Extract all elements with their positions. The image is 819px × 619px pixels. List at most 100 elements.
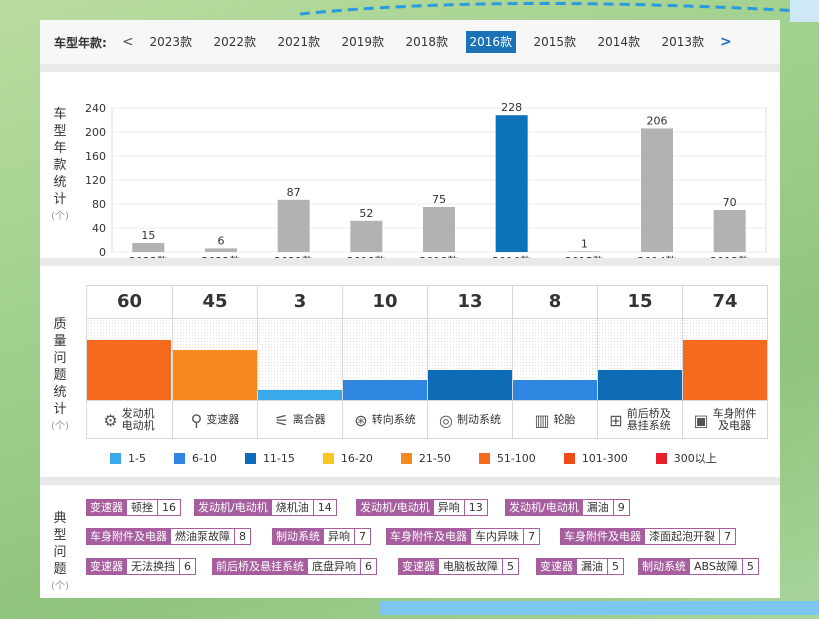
y-tick-label: 0 [99,246,106,258]
year-tab[interactable]: 2014款 [597,35,641,49]
quality-column[interactable]: 10 ⊛ 转向系统 [342,286,427,438]
year-tab[interactable]: 2016款 [465,31,516,53]
issue-tag[interactable]: 发动机/电动机 烧机油 14 [194,499,337,516]
year-tab[interactable]: 2019款 [341,35,385,49]
issue-category: 变速器 [87,559,126,574]
quality-category-label: 制动系统 [456,413,501,426]
side-label-char: 统 [53,175,67,190]
issue-count: 5 [607,559,623,574]
side-label-char: 问 [53,351,67,366]
quality-category-label: 车身附件 及电器 [712,407,757,432]
quality-column[interactable]: 60 ⚙ 发动机 电动机 [87,286,172,438]
quality-column[interactable]: 45 ⚲ 变速器 [172,286,257,438]
bar-value-label: 87 [287,186,301,199]
quality-bar-area [343,319,427,400]
side-label-char: 量 [53,334,67,349]
side-label-char: 问 [53,545,67,560]
quality-column[interactable]: 3 ⚟ 离合器 [257,286,342,438]
legend-item: 1-5 [110,450,146,466]
issue-tag[interactable]: 制动系统 ABS故障 5 [638,558,759,575]
legend-swatch [322,452,334,464]
bar-value-label: 70 [723,196,737,209]
side-label-char: 题 [53,562,67,577]
side-label-char: 型 [53,124,67,139]
legend-label: 300以上 [673,452,717,465]
issue-count: 14 [312,500,336,515]
year-tab[interactable]: 2022款 [213,35,257,49]
year-tab[interactable]: 2023款 [149,35,193,49]
legend-item: 51-100 [478,450,536,466]
side-label-char: 题 [53,368,67,383]
issue-tag[interactable]: 发动机/电动机 漏油 9 [505,499,630,516]
quality-column[interactable]: 8 ▥ 轮胎 [512,286,597,438]
quality-category: ⚙ 发动机 电动机 [87,400,171,439]
issue-tag[interactable]: 制动系统 异响 7 [272,528,371,545]
side-label-char: 计 [53,402,67,417]
quality-bar [87,340,171,400]
issue-tag[interactable]: 车身附件及电器 燃油泵故障 8 [86,528,251,545]
issue-count: 5 [741,559,758,574]
bar-value-label: 1 [581,237,588,250]
issue-count: 6 [179,559,195,574]
quality-category-label: 前后桥及 悬挂系统 [626,407,671,432]
issue-tag[interactable]: 车身附件及电器 漆面起泡开裂 7 [560,528,736,545]
quality-column[interactable]: 74 ▣ 车身附件 及电器 [682,286,767,438]
issue-category: 变速器 [399,559,438,574]
quality-count: 13 [428,286,512,319]
issue-category: 发动机/电动机 [506,500,582,515]
prev-arrow-icon[interactable]: < [121,34,134,50]
x-tick-label: 2016款 [492,254,531,258]
issue-tag[interactable]: 变速器 无法换挡 6 [86,558,196,575]
issue-count: 5 [502,559,518,574]
issue-tag[interactable]: 变速器 漏油 5 [536,558,624,575]
year-tab[interactable]: 2021款 [277,35,321,49]
legend-item: 21-50 [400,450,451,466]
next-arrow-icon[interactable]: > [719,34,732,50]
quality-count: 15 [598,286,682,319]
side-label-char: 统 [53,385,67,400]
issue-tag[interactable]: 变速器 电脑板故障 5 [398,558,519,575]
decorative-bottom-band [380,601,819,615]
x-tick-label: 2015款 [565,254,604,258]
divider [40,64,780,72]
issue-tag[interactable]: 前后桥及悬挂系统 底盘异响 6 [212,558,377,575]
tire-icon: ▥ [534,410,550,430]
legend-swatch [655,452,667,464]
suspension-icon: ⊞ [609,410,623,430]
legend-item: 16-20 [322,450,373,466]
year-tab[interactable]: 2015款 [533,35,577,49]
legend-item: 6-10 [173,450,217,466]
bar-value-label: 206 [647,114,668,127]
quality-column[interactable]: 13 ◎ 制动系统 [427,286,512,438]
quality-bar [683,340,767,400]
unit-label: (个) [51,581,69,592]
issue-category: 制动系统 [273,529,323,544]
quality-category: ⊛ 转向系统 [343,400,427,439]
year-selector-label: 车型年款: [54,35,107,50]
issue-description: 电脑板故障 [438,559,502,574]
year-tab[interactable]: 2018款 [405,35,449,49]
side-label-char: 型 [53,528,67,543]
quality-bar-area [87,319,171,400]
quality-column[interactable]: 15 ⊞ 前后桥及 悬挂系统 [597,286,682,438]
issue-tag[interactable]: 变速器 顿挫 16 [86,499,181,516]
unit-label: (个) [51,421,69,432]
legend-swatch [400,452,412,464]
issue-tag[interactable]: 发动机/电动机 异响 13 [356,499,488,516]
legend-swatch [563,452,575,464]
quality-bar-area [173,319,257,400]
side-label-char: 车 [53,107,67,122]
decorative-top-band [299,0,819,22]
legend-item: 300以上 [655,450,717,466]
main-panel: 车型年款: < 2023款 2022款 2021款 2019款 2018款 2016款 20… [40,20,780,598]
legend-label: 6-10 [191,451,217,465]
year-tab[interactable]: 2013款 [661,35,705,49]
issue-category: 制动系统 [639,559,689,574]
quality-category-label: 转向系统 [371,413,416,426]
x-tick-label: 2019款 [347,254,386,258]
brake-icon: ◎ [439,410,453,430]
issue-tag[interactable]: 车身附件及电器 车内异味 7 [386,528,540,545]
quality-bar [258,390,342,400]
bar [132,243,165,252]
battery-icon: ▣ [693,410,709,430]
